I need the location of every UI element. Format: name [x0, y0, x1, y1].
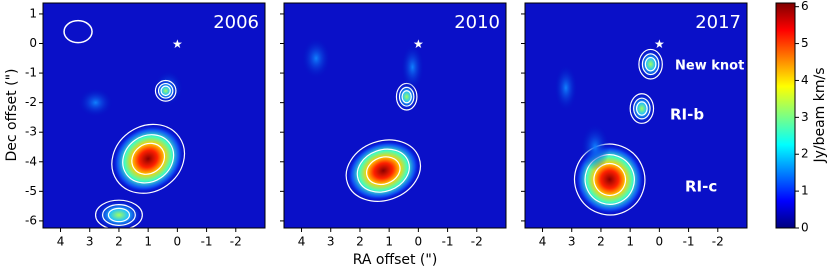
x-tick-label: 1	[385, 235, 393, 249]
heatmap: ★	[43, 3, 265, 228]
contour	[633, 97, 651, 120]
panel-frame	[283, 2, 507, 229]
contour	[638, 48, 663, 80]
contour	[107, 207, 131, 223]
emission	[78, 87, 114, 118]
x-tick-label: 3	[327, 235, 335, 249]
y-tick-label: -5	[25, 184, 37, 198]
contour	[157, 82, 174, 99]
y-tick-label: -4	[25, 154, 37, 168]
x-tick-label: 1	[144, 235, 152, 249]
panel-frame	[42, 2, 266, 229]
contour	[366, 156, 401, 186]
contour	[122, 134, 175, 184]
star: ★	[172, 37, 183, 51]
x-tick-label: -1	[201, 235, 213, 249]
x-tick-label: 3	[568, 235, 576, 249]
x-tick-label: 2	[356, 235, 364, 249]
emission	[400, 43, 425, 91]
x-tick-label: -1	[442, 235, 454, 249]
contour	[101, 204, 136, 226]
contour	[644, 56, 657, 72]
contour	[111, 123, 186, 194]
annotation: RI-c	[685, 178, 717, 196]
colorbar-tick-label: 6	[801, 0, 809, 13]
emission	[580, 123, 610, 171]
x-tick-label: 1	[626, 235, 634, 249]
colorbar-tick-label: 0	[801, 221, 809, 235]
x-axis-label: RA offset (")	[353, 252, 438, 268]
heatmap: ★	[525, 3, 747, 228]
y-tick-label: -2	[25, 95, 37, 109]
colorbar-tick-label: 1	[801, 184, 809, 198]
contour	[641, 53, 660, 76]
x-tick-label: 4	[539, 235, 547, 249]
panel-title: 2017	[695, 12, 741, 33]
emission	[346, 139, 421, 202]
x-tick-label: -2	[712, 235, 724, 249]
contour	[160, 85, 171, 97]
colorbar-tick-label: 4	[801, 73, 809, 87]
colorbar-tick-label: 2	[801, 147, 809, 161]
y-tick-label: 0	[29, 36, 37, 50]
contour	[401, 90, 412, 104]
colorbar-tick-label: 3	[801, 110, 809, 124]
y-tick-label: -3	[25, 125, 37, 139]
colorbar-tick-label: 5	[801, 36, 809, 50]
y-axis-label: Dec offset (")	[4, 69, 20, 162]
emission	[301, 37, 331, 79]
panel-title: 2006	[213, 12, 259, 33]
x-tick-label: 3	[86, 235, 94, 249]
star: ★	[413, 37, 424, 51]
x-tick-label: -2	[230, 235, 242, 249]
x-tick-label: -1	[683, 235, 695, 249]
contour	[131, 142, 166, 175]
colorbar	[775, 2, 796, 229]
contour	[629, 93, 655, 124]
x-tick-label: 0	[415, 235, 423, 249]
x-tick-label: 4	[57, 235, 65, 249]
x-tick-label: 0	[174, 235, 182, 249]
star: ★	[654, 37, 665, 51]
panel-title: 2010	[454, 12, 500, 33]
annotation: RI-b	[670, 106, 704, 124]
y-tick-label: -1	[25, 66, 37, 80]
x-tick-label: 4	[298, 235, 306, 249]
colorbar-label: Jy/beam km/s	[812, 67, 828, 163]
contour	[94, 199, 143, 228]
x-tick-label: 2	[115, 235, 123, 249]
y-tick-label: -6	[25, 213, 37, 227]
contour	[356, 148, 410, 193]
contour	[154, 79, 177, 102]
beam	[63, 19, 93, 44]
emission	[554, 64, 578, 112]
heatmap-bg	[43, 3, 265, 228]
x-tick-label: -2	[471, 235, 483, 249]
y-tick-label: 1	[29, 6, 37, 20]
x-tick-label: 2	[597, 235, 605, 249]
heatmap: ★	[284, 3, 506, 228]
emission	[111, 124, 185, 194]
annotation: New knot	[675, 59, 744, 74]
contour	[635, 101, 648, 116]
x-tick-label: 0	[656, 235, 664, 249]
contour	[345, 139, 422, 202]
panel-frame	[524, 2, 748, 229]
